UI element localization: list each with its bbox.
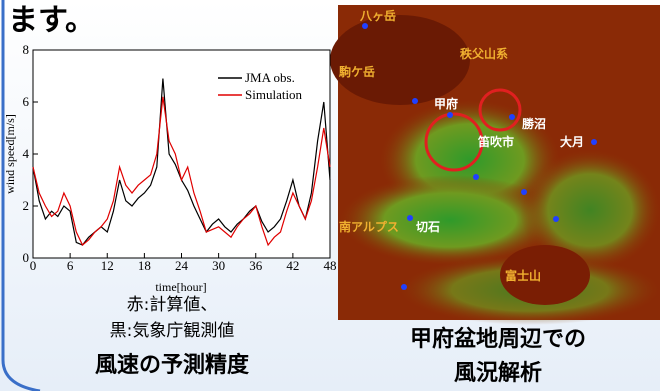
y-axis-label: wind speed[m/s] (3, 114, 17, 194)
x-tick-label: 30 (212, 258, 225, 273)
caption-title: 風速の予測精度 (95, 352, 250, 378)
x-tick-label: 18 (138, 258, 151, 273)
caption: 黒:気象庁観測値 (110, 321, 235, 341)
x-tick-label: 24 (175, 258, 189, 273)
x-tick-label: 42 (286, 258, 299, 273)
map-label: 秩父山系 (460, 46, 508, 61)
caption: 赤:計算値、 (127, 295, 218, 315)
map-label: 駒ケ岳 (339, 64, 375, 79)
map-label: 南アルプス (339, 219, 399, 234)
x-tick-label: 0 (30, 258, 37, 273)
page: {"slide": {"heading": "ます。", "left_capti… (0, 0, 660, 391)
map-label: 八ヶ岳 (359, 8, 396, 23)
caption-title: 風況解析 (454, 360, 542, 386)
terrain (330, 15, 470, 105)
y-tick-label: 2 (23, 198, 30, 213)
map-label: 笛吹市 (477, 134, 514, 149)
x-axis-label: time[hour] (155, 280, 206, 294)
y-tick-label: 4 (23, 146, 30, 161)
x-tick-label: 48 (324, 258, 337, 273)
y-tick-label: 8 (23, 42, 30, 57)
map-label: 甲府 (434, 96, 458, 111)
slide: ます。 八ヶ岳 秩父山系 駒ケ岳 甲府 勝沼 笛吹市 大月 南アルプス 切石 富… (0, 0, 660, 391)
map: 八ヶ岳 秩父山系 駒ケ岳 甲府 勝沼 笛吹市 大月 南アルプス 切石 富士山 (330, 5, 660, 325)
x-tick-label: 6 (67, 258, 74, 273)
map-label: 勝沼 (522, 116, 546, 131)
heading: ます。 (8, 3, 95, 38)
map-label: 富士山 (505, 268, 541, 283)
map-label: 切石 (416, 220, 440, 234)
y-tick-label: 0 (23, 250, 30, 265)
y-tick-label: 6 (23, 94, 30, 109)
x-tick-label: 36 (249, 258, 263, 273)
caption: 甲府盆地周辺での (410, 326, 586, 352)
legend-label: JMA obs. (245, 70, 295, 85)
map-label: 大月 (560, 134, 584, 149)
x-tick-label: 12 (101, 258, 114, 273)
legend-label: Simulation (245, 87, 303, 102)
